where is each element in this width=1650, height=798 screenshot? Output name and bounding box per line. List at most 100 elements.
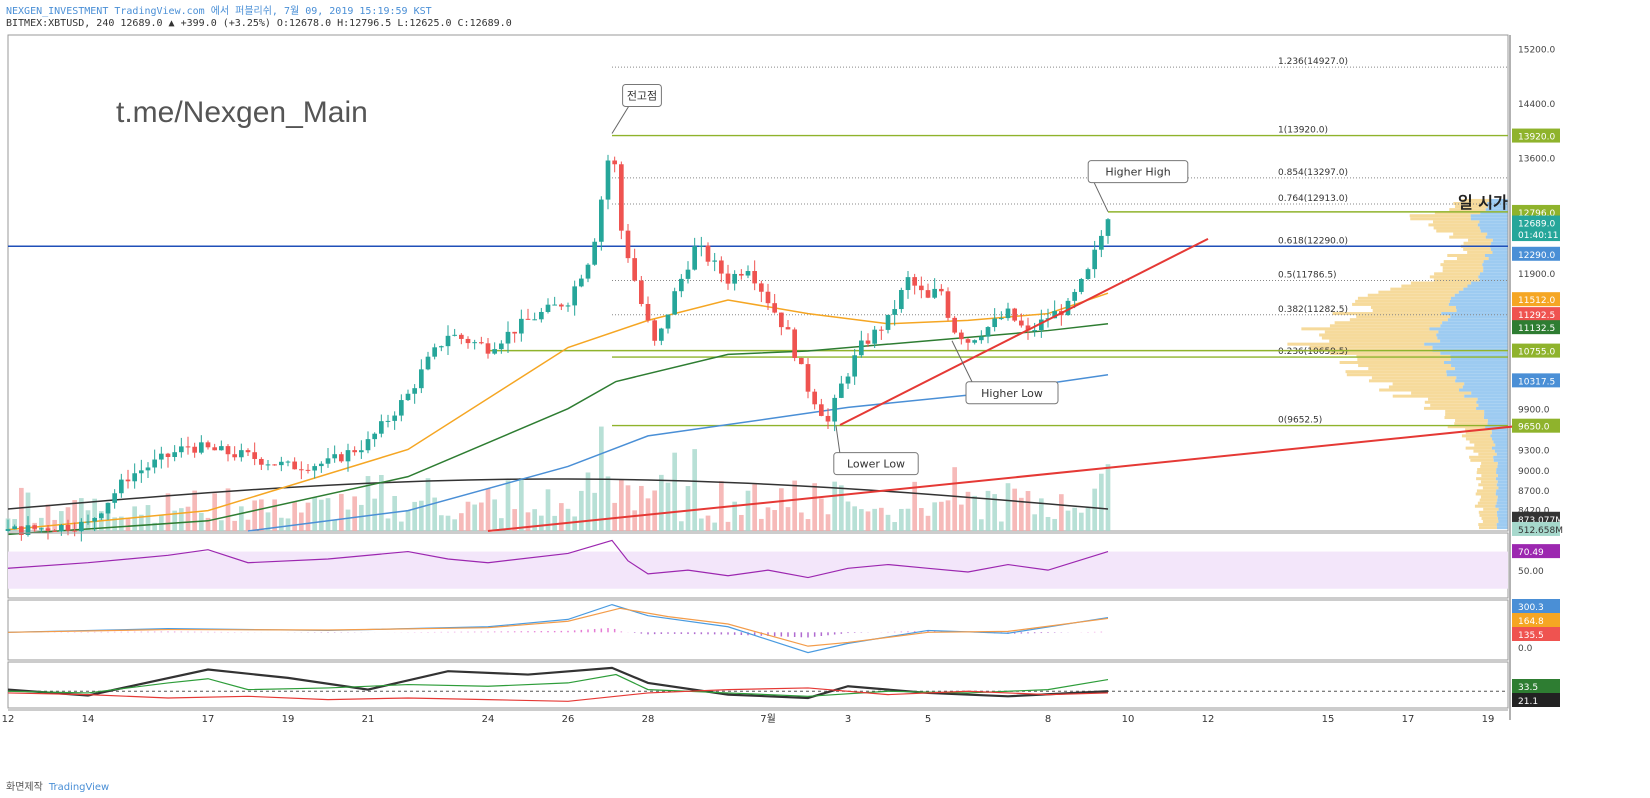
volume-bar [365,476,371,531]
candle-body [792,329,797,358]
volume-profile-bar [1423,406,1477,410]
volume-bar [579,490,584,531]
volume-bar [119,516,124,531]
volume-profile-bar [1453,232,1488,236]
annotations: 전고점 Higher High Higher Low Lower Low [611,84,1189,476]
trend-lines [487,237,1529,532]
footer-label: 화면제작 [6,782,43,793]
volume-bar [159,514,164,531]
annotation-box [965,381,1059,405]
volume-bar [612,502,617,531]
volume-profile-bar [1371,376,1457,380]
candle-body [219,446,224,451]
volume-profile-bar [1465,431,1492,435]
candle-body [59,524,64,532]
volume-profile-bar [1496,501,1508,505]
fib-level-label: 0.5(11786.5) [1278,271,1337,281]
price-axis-label: 11132.5 [1518,324,1555,334]
candle-body [692,246,697,270]
candle-body [92,517,97,522]
volume-profile-bar [1480,229,1508,233]
macd-signal-line [7,607,1109,647]
candle-body [245,450,251,453]
candle-body [579,278,584,287]
candle-body [332,454,337,459]
volume-profile-bar [1493,440,1508,444]
candle-body [659,328,664,341]
volume-profile-bar [1474,504,1496,508]
volume-profile-bar [1496,452,1508,456]
price-badge-bg [1512,418,1560,433]
volume-bar [752,484,757,531]
candle-body [919,285,924,291]
volume-bar [1079,512,1084,531]
dmi-badge-bg [1512,693,1560,707]
time-axis-tick: 5 [925,714,931,725]
candle-body [712,260,717,262]
price-badge-bg [1512,246,1560,261]
candle-body [119,479,124,494]
candle-body [85,521,91,523]
price-badge-bg [1512,320,1560,335]
candle-body [492,349,497,354]
volume-bar [505,480,511,531]
volume-bar [279,517,284,531]
volume-bar [1032,514,1037,531]
volume-bar [512,509,517,531]
fib-level-label: 0.854(13297.0) [1278,168,1348,178]
volume-bar [905,508,911,531]
candle-body [912,277,917,286]
volume-profile-bar [1496,483,1508,487]
candle-body [305,469,311,471]
candle-body [519,318,524,334]
candle-body [145,467,151,471]
volume-bar [59,511,64,531]
volume-bar [805,519,811,531]
volume-profile-bar [1496,526,1508,530]
volume-bar [472,504,477,531]
volume-profile-bar [1429,327,1508,331]
price-badge-bg [1512,373,1560,388]
candle-body [1099,235,1104,250]
volume-bar [352,496,357,531]
volume-profile-bar [1477,468,1497,472]
volume-profile-bar [1494,449,1508,453]
volume-profile-bar [1411,391,1472,395]
candle-body [232,454,237,458]
volume-profile [1287,198,1508,530]
macd-badge-bg [1512,627,1560,641]
candle-body [765,291,771,304]
volume-profile-bar [1498,486,1508,490]
volume-profile-bar [1442,269,1484,273]
rsi-axis-label: 70.49 [1518,548,1544,558]
volume-bar [19,487,24,531]
fib-level-label: 0.618(12290.0) [1278,236,1348,246]
candle-body [745,271,751,276]
candle-body [979,336,984,341]
price-axis-label: 9300.0 [1518,446,1550,456]
candle-body [972,340,977,343]
volume-profile-bar [1440,351,1508,355]
volume-bar [992,494,997,531]
volume-profile-bar [1497,464,1508,468]
volume-bar [245,519,251,531]
volume-bar [759,518,764,531]
volume-bar [185,506,191,531]
volume-profile-bar [1495,492,1508,496]
macd-axis-label: 135.5 [1518,631,1544,641]
volume-profile-bar [1478,523,1497,527]
volume-bar [912,481,917,531]
volume-profile-bar [1495,477,1508,481]
volume-bar [305,502,311,531]
volume-bar [145,505,151,531]
volume-profile-bar [1309,345,1433,349]
volume-profile-bar [1490,247,1508,251]
volume-profile-bar [1357,357,1451,361]
candle-body [99,513,104,518]
ema-mid-line [7,323,1109,536]
tradingview-logo[interactable]: TradingView [48,782,110,793]
volume-profile-bar [1442,321,1508,325]
time-axis-tick: 26 [562,714,575,725]
candle-body [812,391,817,405]
